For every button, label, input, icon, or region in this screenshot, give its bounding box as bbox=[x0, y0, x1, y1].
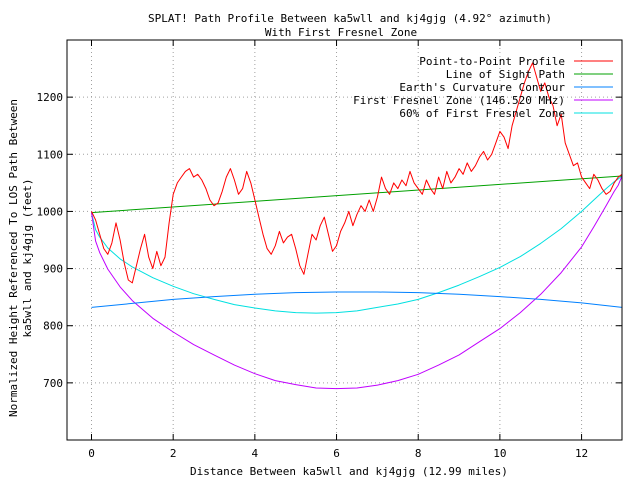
series-line-60-of-first-fresnel-zone bbox=[91, 175, 623, 314]
series-line-first-fresnel-zone-146-520-mhz bbox=[91, 175, 623, 390]
y-tick-label: 700 bbox=[43, 377, 63, 390]
legend-label-first-fresnel-zone-146-520-mhz: First Fresnel Zone (146.520 MHz) bbox=[353, 94, 565, 107]
y-tick-label: 800 bbox=[43, 320, 63, 333]
grid bbox=[67, 40, 622, 440]
x-tick-label: 6 bbox=[333, 447, 340, 460]
x-axis-label: Distance Between ka5wll and kj4gjg (12.9… bbox=[190, 465, 508, 478]
x-tick-label: 4 bbox=[252, 447, 259, 460]
y-tick-label: 1100 bbox=[37, 148, 64, 161]
plot-frame bbox=[66, 39, 623, 441]
chart-subtitle: With First Fresnel Zone bbox=[265, 26, 417, 39]
legend-label-line-of-sight-path: Line of Sight Path bbox=[446, 68, 565, 81]
plot-series bbox=[91, 62, 623, 390]
x-tick-label: 0 bbox=[88, 447, 95, 460]
chart-title: SPLAT! Path Profile Between ka5wll and k… bbox=[148, 12, 552, 25]
axis-ticks: 0 2 4 6 8 10 12 700 800 900 1000 1100 1200 bbox=[37, 40, 622, 460]
x-tick-label: 8 bbox=[415, 447, 422, 460]
series-line-line-of-sight-path bbox=[91, 175, 623, 214]
y-axis-label-line2: ka5wll and kj4gjg (feet) bbox=[21, 179, 34, 338]
legend-label-point-to-point-profile: Point-to-Point Profile bbox=[419, 55, 565, 68]
y-tick-label: 900 bbox=[43, 263, 63, 276]
legend-label-earth-s-curvature-contour: Earth's Curvature Contour bbox=[399, 81, 565, 94]
x-tick-label: 10 bbox=[493, 447, 506, 460]
legend-label-60-of-first-fresnel-zone: 60% of First Fresnel Zone bbox=[399, 107, 565, 120]
series-line-point-to-point-profile bbox=[91, 62, 623, 284]
series-line-earth-s-curvature-contour bbox=[91, 291, 623, 308]
y-tick-label: 1000 bbox=[37, 205, 64, 218]
y-tick-label: 1200 bbox=[37, 91, 64, 104]
y-axis-label-line1: Normalized Height Referenced To LOS Path… bbox=[7, 99, 20, 417]
x-tick-label: 12 bbox=[575, 447, 588, 460]
x-tick-label: 2 bbox=[170, 447, 177, 460]
